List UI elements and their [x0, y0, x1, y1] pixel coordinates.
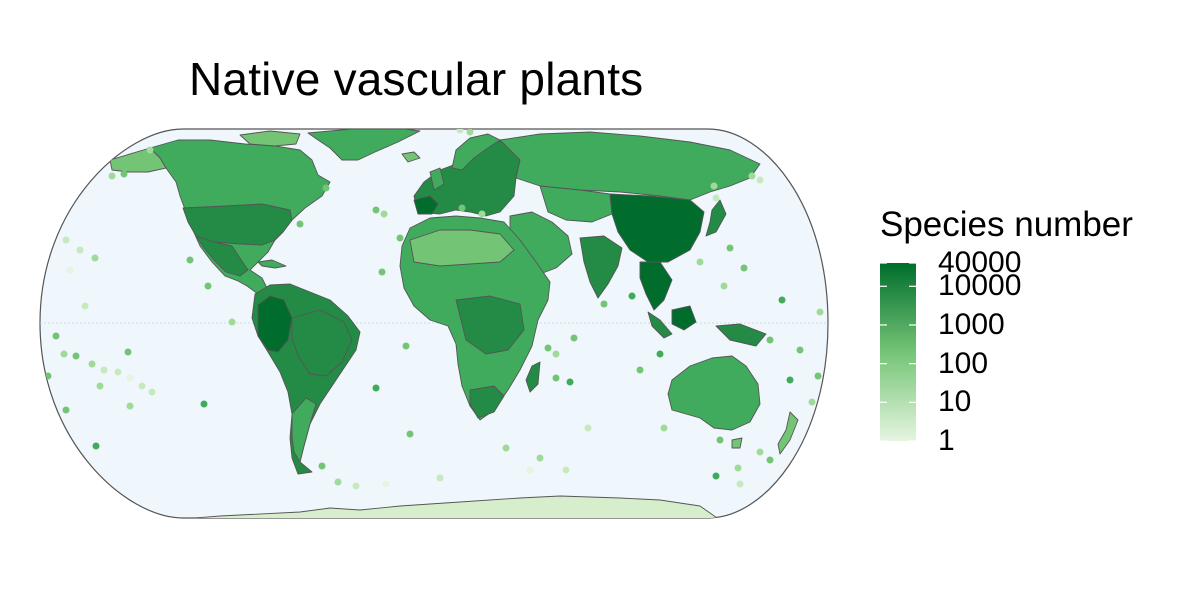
legend-tick-label: 100	[938, 346, 989, 380]
region-south-africa	[469, 385, 505, 419]
region-madagascar	[525, 361, 541, 393]
map-title: Native vascular plants	[189, 53, 644, 105]
legend-tick-label: 1	[938, 424, 955, 457]
region-iberia	[413, 195, 439, 215]
region-sumatra	[647, 311, 673, 339]
region-southeast-asia	[639, 261, 673, 311]
region-uk	[429, 167, 445, 191]
legend-title: Species number	[880, 205, 1133, 244]
region-tasmania	[731, 437, 743, 449]
legend-tick-label: 10	[938, 385, 972, 419]
region-borneo	[671, 305, 697, 331]
region-india	[579, 235, 623, 299]
region-canadian-arctic	[239, 130, 301, 147]
region-brazil	[291, 309, 353, 377]
region-mexico	[195, 235, 249, 277]
region-japan	[705, 199, 727, 237]
region-new-guinea	[715, 323, 767, 347]
region-antarctica	[169, 495, 721, 518]
region-sahara	[409, 229, 515, 267]
region-greenland	[307, 129, 421, 161]
region-central-asia	[539, 185, 613, 223]
legend-tick-label: 40000	[938, 246, 1022, 279]
region-andes	[257, 295, 293, 353]
legend-colorbar	[880, 263, 916, 441]
legend-tick-label: 10000	[938, 269, 1022, 303]
region-new-zealand	[777, 411, 799, 455]
region-cuba	[257, 259, 287, 269]
region-russia	[499, 131, 761, 201]
region-iceland	[401, 151, 421, 163]
region-argentina	[291, 397, 317, 463]
legend-tick-label: 1000	[938, 307, 1005, 341]
region-australia	[667, 355, 761, 431]
region-central-africa	[455, 295, 525, 355]
region-china	[609, 193, 705, 263]
